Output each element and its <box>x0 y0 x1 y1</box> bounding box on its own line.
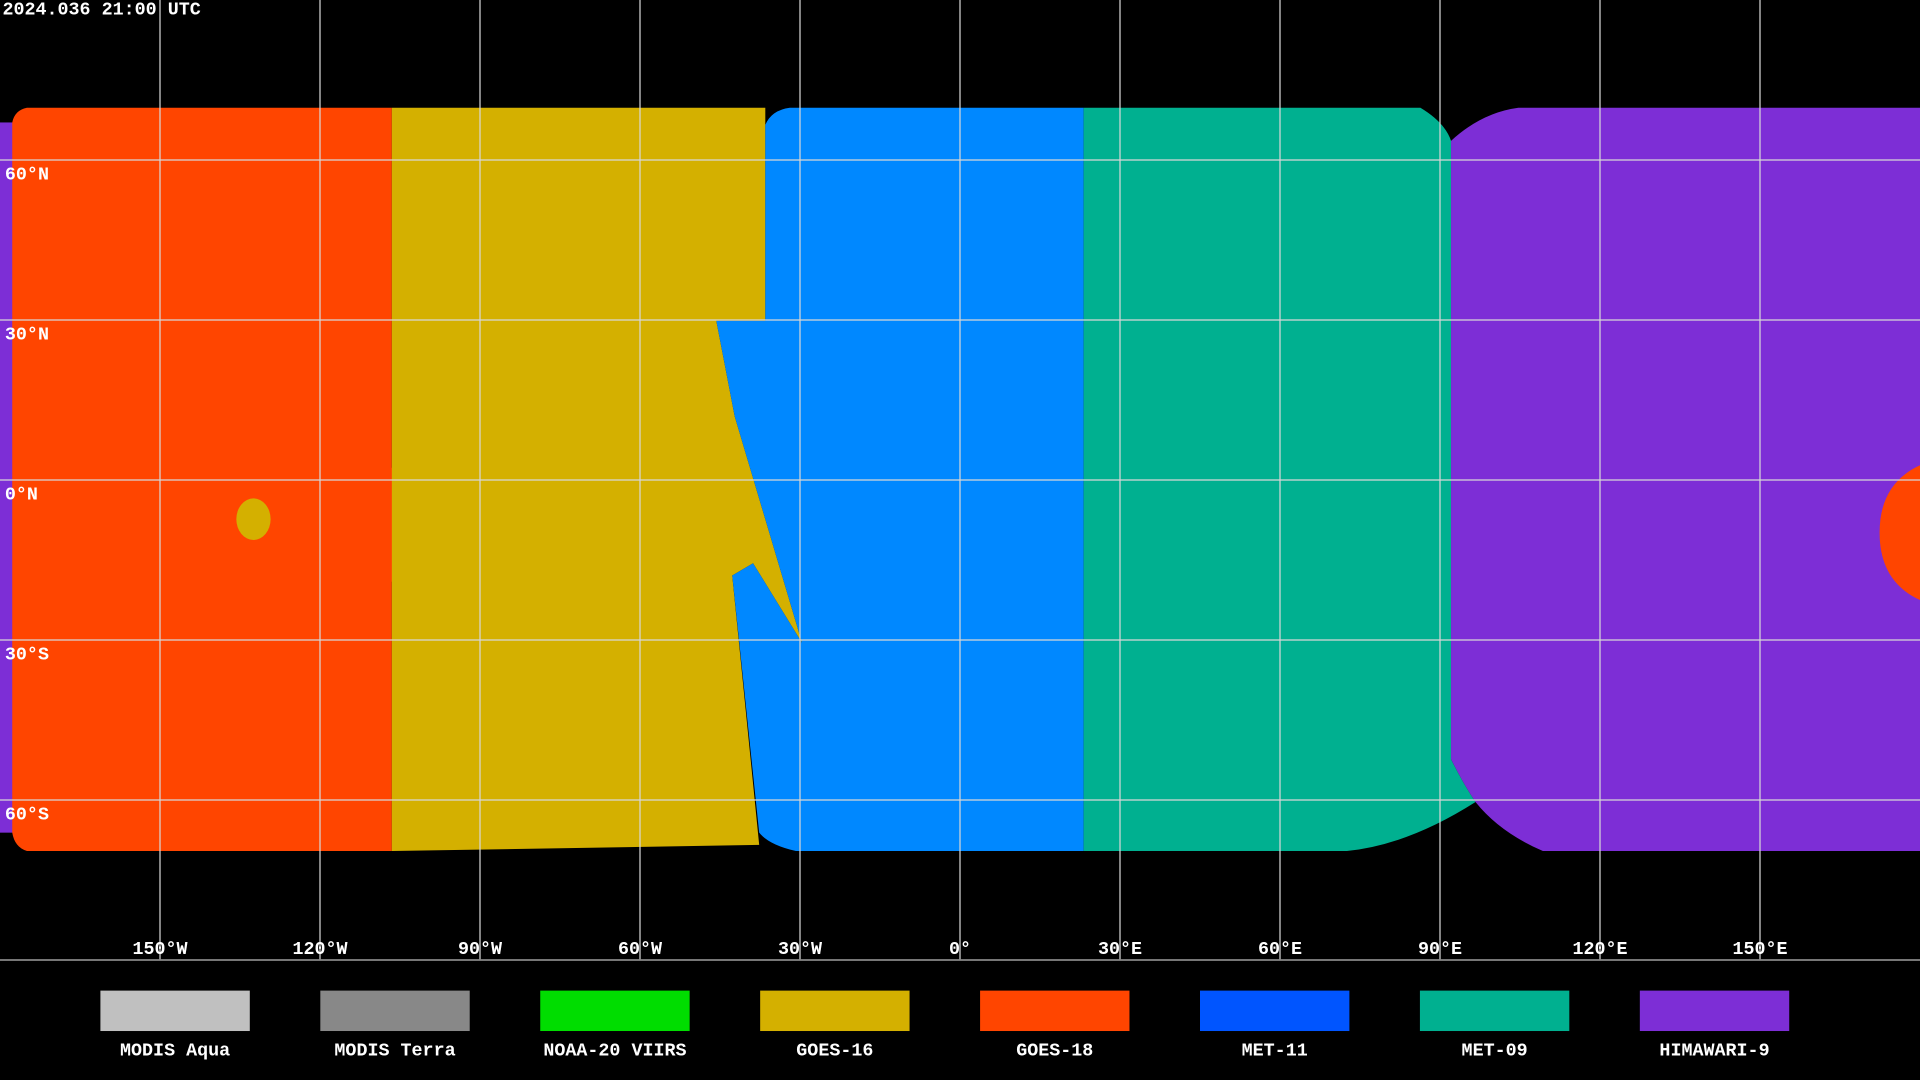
legend-label: MODIS Terra <box>334 1041 455 1062</box>
goes-16-patch <box>236 498 271 540</box>
legend-swatch <box>760 990 910 1032</box>
longitude-label: 0° <box>949 939 971 960</box>
longitude-label: 30°W <box>778 939 823 960</box>
goes-18-region <box>12 107 476 852</box>
longitude-label: 60°W <box>618 939 663 960</box>
longitude-label: 150°E <box>1732 939 1787 960</box>
latitude-label: 60°N <box>5 165 49 186</box>
latitude-label: 30°N <box>5 325 49 346</box>
legend-swatch <box>320 990 470 1032</box>
longitude-label: 90°E <box>1418 939 1462 960</box>
legend-label: HIMAWARI-9 <box>1659 1041 1769 1062</box>
legend-label: GOES-16 <box>796 1041 873 1062</box>
legend-swatch <box>1200 990 1350 1032</box>
goes-16-region <box>391 107 803 852</box>
longitude-label: 120°W <box>292 939 348 960</box>
legend-label: MET-09 <box>1462 1041 1528 1062</box>
coverage-regions <box>0 107 1920 852</box>
longitude-label: 150°W <box>132 939 188 960</box>
latitude-label: 0°N <box>5 485 38 506</box>
legend-label: MET-11 <box>1242 1041 1308 1062</box>
legend-swatch <box>1419 990 1570 1032</box>
legend-swatch <box>540 990 690 1032</box>
legend-label: NOAA-20 VIIRS <box>543 1041 686 1062</box>
longitude-label: 90°W <box>458 939 503 960</box>
longitude-label: 120°E <box>1572 939 1627 960</box>
longitude-label: 60°E <box>1258 939 1302 960</box>
legend: MODIS Aqua MODIS Terra NOAA-20 VIIRS GOES-1… <box>100 990 1790 1062</box>
timestamp: 2024.036 21:00 UTC <box>2 0 200 21</box>
legend-label: GOES-18 <box>1016 1041 1093 1062</box>
met-11-region <box>716 107 1084 852</box>
goes-18-wrap <box>1879 465 1920 600</box>
latitude-label: 60°S <box>5 805 49 826</box>
legend-swatch <box>980 990 1130 1032</box>
graticule: 60°N 30°N 0°N 30°S 60°S 150°W 120°W 90°W 60°W 30°… <box>0 0 1920 960</box>
legend-swatch <box>1639 990 1790 1032</box>
legend-swatch <box>100 990 250 1032</box>
himawari-9-region <box>1451 107 1920 852</box>
longitude-label: 30°E <box>1098 939 1142 960</box>
legend-label: MODIS Aqua <box>120 1041 230 1062</box>
latitude-label: 30°S <box>5 645 49 666</box>
